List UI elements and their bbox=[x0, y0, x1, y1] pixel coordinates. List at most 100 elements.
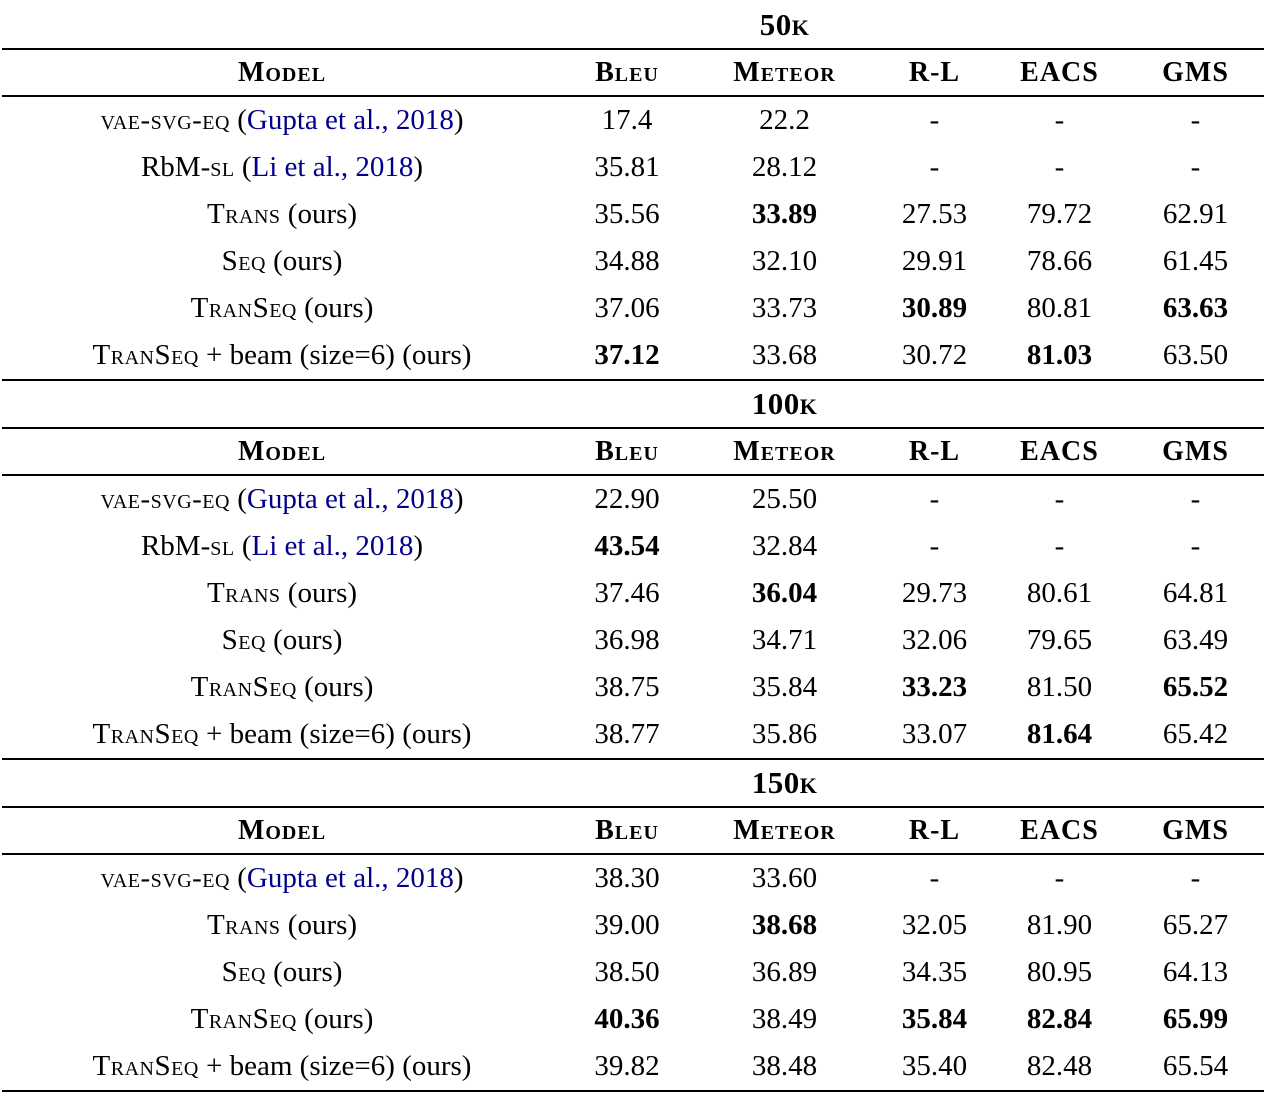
model-cell: Trans (ours) bbox=[2, 191, 562, 238]
table-row: RbM-sl (Li et al., 2018) 35.81 28.12 - - - bbox=[2, 144, 1264, 191]
column-header-gms: GMS bbox=[1127, 428, 1264, 476]
metric-value: 32.05 bbox=[901, 909, 968, 941]
metric-value: 78.66 bbox=[1026, 245, 1093, 277]
metric-value: 62.91 bbox=[1162, 198, 1229, 230]
metric-value: 35.84 bbox=[751, 671, 818, 703]
metric-value: - bbox=[929, 862, 940, 894]
metric-value: 38.30 bbox=[594, 862, 660, 894]
metric-value: 29.73 bbox=[901, 577, 968, 609]
section-title-row: 150k bbox=[2, 759, 1264, 808]
metric-value: - bbox=[1054, 104, 1065, 136]
metric-value: 37.06 bbox=[594, 292, 660, 324]
metric-value: 28.12 bbox=[751, 151, 818, 183]
metric-value: 37.12 bbox=[562, 332, 692, 381]
metric-value: 33.73 bbox=[751, 292, 818, 324]
metric-value: 63.50 bbox=[1127, 332, 1264, 381]
model-cell: Trans (ours) bbox=[2, 902, 562, 949]
citation-link[interactable]: Gupta et al., 2018 bbox=[246, 862, 454, 894]
metric-value: 32.10 bbox=[751, 245, 818, 277]
model-cell: TranSeq (ours) bbox=[2, 285, 562, 332]
column-header-eacs: EACS bbox=[992, 428, 1127, 476]
metric-value: 25.50 bbox=[751, 483, 818, 515]
metric-value: 34.35 bbox=[901, 956, 968, 988]
model-name-text: ) bbox=[453, 862, 464, 894]
column-header-row: Model Bleu Meteor R-L EACS GMS bbox=[2, 49, 1264, 97]
spacer-cell bbox=[562, 759, 692, 808]
model-cell: Seq (ours) bbox=[2, 238, 562, 285]
metric-value: 38.77 bbox=[562, 711, 692, 760]
model-name: TranSeq bbox=[190, 1003, 297, 1035]
metric-value: 33.68 bbox=[692, 332, 877, 381]
metric-value: 81.90 bbox=[1026, 909, 1093, 941]
metric-value: 36.98 bbox=[594, 624, 660, 656]
column-header-model: Model bbox=[2, 428, 562, 476]
metric-value: - bbox=[1190, 483, 1201, 515]
metric-value: 65.52 bbox=[1162, 671, 1229, 703]
model-cell: vae-svg-eq (Gupta et al., 2018) bbox=[2, 475, 562, 523]
spacer-cell bbox=[2, 380, 562, 429]
citation-link[interactable]: Li et al., 2018 bbox=[251, 530, 414, 562]
metric-value: 32.84 bbox=[751, 530, 818, 562]
model-name-text: ( bbox=[229, 862, 247, 894]
metric-value: - bbox=[1054, 530, 1065, 562]
metric-value: 36.89 bbox=[751, 956, 818, 988]
metric-value: 35.56 bbox=[594, 198, 660, 230]
spacer-cell bbox=[2, 2, 562, 50]
model-cell: Seq (ours) bbox=[2, 949, 562, 996]
table-row: TranSeq (ours) 37.06 33.73 30.89 80.81 63.63 bbox=[2, 285, 1264, 332]
model-cell: TranSeq + beam (size=6) (ours) bbox=[2, 1043, 562, 1092]
metric-value: - bbox=[929, 483, 940, 515]
metric-value: 64.81 bbox=[1162, 577, 1229, 609]
spacer-cell bbox=[562, 2, 692, 50]
spacer-cell bbox=[992, 380, 1127, 429]
model-name: TranSeq bbox=[92, 718, 199, 750]
section-title-150k: 150k bbox=[692, 759, 877, 808]
spacer-cell bbox=[992, 759, 1127, 808]
metric-value: - bbox=[929, 104, 940, 136]
model-name: TranSeq bbox=[190, 292, 297, 324]
citation-link[interactable]: Gupta et al., 2018 bbox=[246, 104, 454, 136]
model-name-text: (ours) bbox=[265, 956, 343, 988]
column-header-bleu: Bleu bbox=[562, 49, 692, 97]
model-cell: TranSeq (ours) bbox=[2, 996, 562, 1043]
model-name: vae-svg-eq bbox=[100, 104, 230, 136]
model-name-text: ) bbox=[453, 104, 464, 136]
citation-link[interactable]: Li et al., 2018 bbox=[251, 151, 414, 183]
model-name-text: ) bbox=[413, 530, 424, 562]
table-row: TranSeq (ours) 40.36 38.49 35.84 82.84 65.99 bbox=[2, 996, 1264, 1043]
metric-value: 34.88 bbox=[594, 245, 660, 277]
model-name: Seq bbox=[221, 245, 266, 277]
metric-value: 65.99 bbox=[1162, 1003, 1229, 1035]
model-cell: TranSeq (ours) bbox=[2, 664, 562, 711]
spacer-cell bbox=[992, 2, 1127, 50]
spacer-cell bbox=[562, 380, 692, 429]
table-row: vae-svg-eq (Gupta et al., 2018) 38.30 33.6… bbox=[2, 854, 1264, 902]
column-header-r-l: R-L bbox=[877, 49, 992, 97]
model-name: Seq bbox=[221, 956, 266, 988]
model-cell: vae-svg-eq (Gupta et al., 2018) bbox=[2, 96, 562, 144]
model-cell: RbM-sl (Li et al., 2018) bbox=[2, 144, 562, 191]
model-name-text: ( bbox=[234, 530, 252, 562]
column-header-bleu: Bleu bbox=[562, 807, 692, 855]
model-cell: TranSeq + beam (size=6) (ours) bbox=[2, 711, 562, 760]
spacer-cell bbox=[1127, 380, 1264, 429]
metric-value: 34.71 bbox=[751, 624, 818, 656]
column-header-meteor: Meteor bbox=[692, 807, 877, 855]
metric-value: 35.81 bbox=[594, 151, 660, 183]
model-name: TranSeq bbox=[190, 671, 297, 703]
metric-value: 22.2 bbox=[759, 104, 810, 136]
model-name-text: ( bbox=[229, 483, 247, 515]
column-header-model: Model bbox=[2, 49, 562, 97]
spacer-cell bbox=[877, 2, 992, 50]
model-name-text: RbM- bbox=[140, 530, 211, 562]
model-name-text: + beam (size=6) (ours) bbox=[198, 1050, 472, 1082]
table-row: Seq (ours) 34.88 32.10 29.91 78.66 61.45 bbox=[2, 238, 1264, 285]
model-name-text: + beam (size=6) (ours) bbox=[198, 718, 472, 750]
citation-link[interactable]: Gupta et al., 2018 bbox=[246, 483, 454, 515]
column-header-meteor: Meteor bbox=[692, 49, 877, 97]
metric-value: 38.50 bbox=[594, 956, 660, 988]
model-cell: Trans (ours) bbox=[2, 570, 562, 617]
metric-value: 37.46 bbox=[594, 577, 660, 609]
spacer-cell bbox=[1127, 759, 1264, 808]
